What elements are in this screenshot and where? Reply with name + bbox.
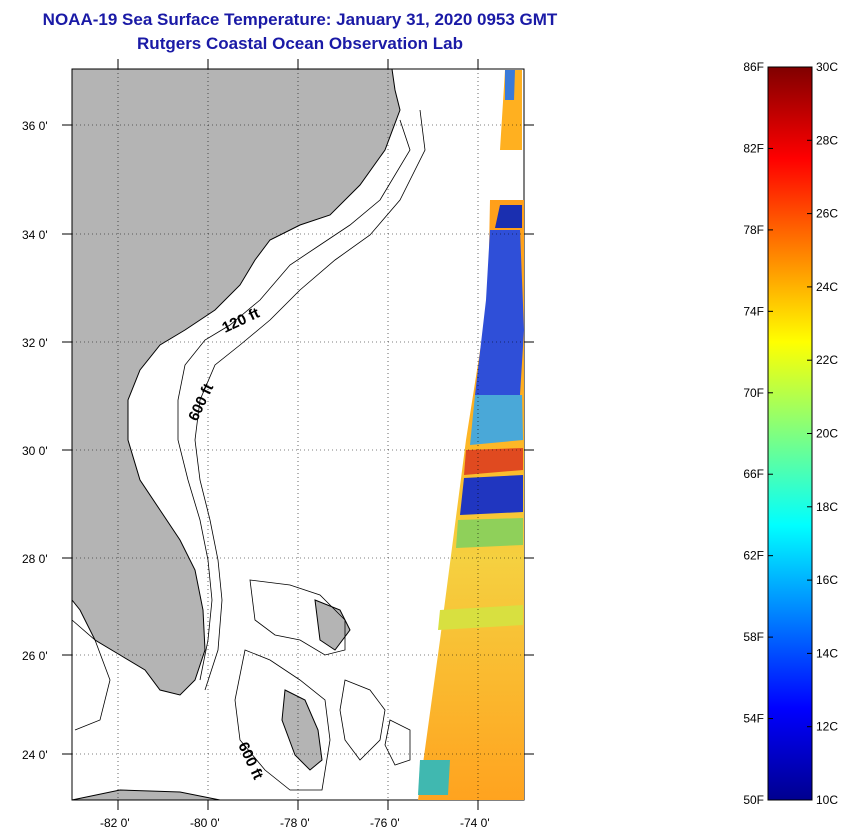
lat-label: 24 0' xyxy=(22,748,48,762)
axis-ticks xyxy=(62,59,534,810)
bathymetry-contours xyxy=(71,109,426,791)
colorbar-f-label: 54F xyxy=(743,712,764,726)
map-title: NOAA-19 Sea Surface Temperature: January… xyxy=(42,10,558,29)
lat-label: 36 0' xyxy=(22,119,48,133)
sst-swath xyxy=(418,70,524,800)
colorbar-c-label: 24C xyxy=(816,280,838,294)
colorbar-f-label: 70F xyxy=(743,386,764,400)
bottom-land xyxy=(71,789,221,801)
colorbar-c-label: 12C xyxy=(816,720,838,734)
colorbar-c-label: 18C xyxy=(816,500,838,514)
colorbar-c-label: 14C xyxy=(816,646,838,660)
colorbar-f-label: 86F xyxy=(743,60,764,74)
colorbar-c-label: 28C xyxy=(816,133,838,147)
lat-label: 28 0' xyxy=(22,552,48,566)
colorbar-c-label: 10C xyxy=(816,793,838,807)
lat-label: 30 0' xyxy=(22,444,48,458)
lon-label: -82 0' xyxy=(100,816,130,830)
colorbar-f-label: 50F xyxy=(743,793,764,807)
map-subtitle: Rutgers Coastal Ocean Observation Lab xyxy=(137,34,463,53)
colorbar-f-label: 66F xyxy=(743,467,764,481)
island-land xyxy=(314,599,351,651)
colorbar-c-label: 26C xyxy=(816,207,838,221)
island-land xyxy=(281,689,323,771)
colorbar-f-label: 58F xyxy=(743,630,764,644)
lon-label: -80 0' xyxy=(190,816,220,830)
colorbar-gradient xyxy=(767,66,813,801)
lon-label: -74 0' xyxy=(460,816,490,830)
colorbar-f-label: 78F xyxy=(743,223,764,237)
sst-map: 36 0' 34 0' 32 0' 30 0' 28 0' 26 0' 24 0… xyxy=(22,59,534,830)
lat-label: 32 0' xyxy=(22,336,48,350)
lat-label: 26 0' xyxy=(22,649,48,663)
lon-label: -76 0' xyxy=(370,816,400,830)
colorbar-c-label: 20C xyxy=(816,427,838,441)
colorbar-f-label: 82F xyxy=(743,141,764,155)
colorbar-f-label: 74F xyxy=(743,304,764,318)
lon-label: -78 0' xyxy=(280,816,310,830)
colorbar-c-label: 22C xyxy=(816,353,838,367)
colorbar-f-label: 62F xyxy=(743,549,764,563)
lat-label: 34 0' xyxy=(22,228,48,242)
lat-lon-grid xyxy=(72,69,524,800)
colorbar-c-label: 16C xyxy=(816,573,838,587)
land-mass xyxy=(71,68,401,696)
colorbar-c-label: 30C xyxy=(816,60,838,74)
